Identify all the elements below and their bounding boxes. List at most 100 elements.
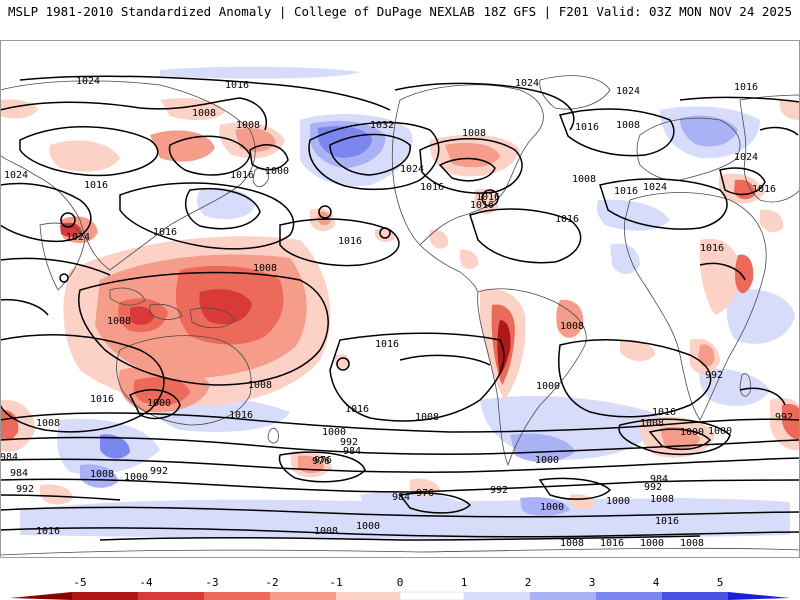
isobar-label: 992 <box>705 370 723 381</box>
isobar-label: 1000 <box>265 166 289 177</box>
colorbar-tick: 2 <box>524 576 532 589</box>
isobar-label: 1008 <box>640 418 664 429</box>
isobar-label: 1008 <box>680 538 704 549</box>
isobar-label: 1016 <box>600 538 624 549</box>
isobar-label: 1032 <box>370 120 394 131</box>
isobar-label: 1008 <box>107 316 131 327</box>
isobar-label: 1000 <box>708 426 732 437</box>
colorbar-tick: -3 <box>205 576 219 589</box>
isobar-label: 1008 <box>415 412 439 423</box>
isobar-label: 1016 <box>345 404 369 415</box>
isobar-label: 1008 <box>650 494 674 505</box>
colorbar-tick: 0 <box>396 576 404 589</box>
isobar-label: 992 <box>775 412 793 423</box>
isobar-label: 1000 <box>322 427 346 438</box>
isobar-label: 984 <box>10 468 28 479</box>
isobar-label: 1024 <box>515 78 539 89</box>
colorbar-tick: 1 <box>460 576 468 589</box>
colorbar-tick: 4 <box>652 576 660 589</box>
isobar-label: 1000 <box>536 381 560 392</box>
isobar-label: 1008 <box>192 108 216 119</box>
colorbar <box>10 591 790 600</box>
isobar-label: 992 <box>490 485 508 496</box>
isobar-label: 1016 <box>84 180 108 191</box>
isobar-label: 976 <box>312 456 330 467</box>
colorbar-segment <box>270 592 336 600</box>
isobar-label: 992 <box>16 484 34 495</box>
isobar-contours <box>0 75 800 541</box>
mslp-anomaly-map: 1024 1016 1008 1008 1000 1016 1024 1016 … <box>0 40 800 558</box>
isobar-label: 1000 <box>147 398 171 409</box>
colorbar-tick: 3 <box>588 576 596 589</box>
isobar-label: 1024 <box>4 170 28 181</box>
isobar-label: 992 <box>644 482 662 493</box>
isobar-label: 1024 <box>734 152 758 163</box>
model-run-info: 18Z GFS | F201 Valid: 03Z MON NOV 24 202… <box>483 4 792 19</box>
colorbar-tick: -5 <box>73 576 87 589</box>
isobar-label: 1016 <box>470 200 494 211</box>
isobar-label: 1016 <box>153 227 177 238</box>
colorbar-segment <box>399 591 465 600</box>
colorbar-segment <box>530 592 596 600</box>
isobar-label: 1008 <box>462 128 486 139</box>
isobar-label: 1016 <box>614 186 638 197</box>
colorbar-tick: -4 <box>139 576 153 589</box>
isobar-label: 992 <box>340 437 358 448</box>
isobar-label: 1016 <box>476 192 500 203</box>
isobar-labels: 1024 1016 1008 1008 1000 1016 1024 1016 … <box>0 76 793 549</box>
colorbar-segment <box>464 592 530 600</box>
isobar-label: 1024 <box>76 76 100 87</box>
isobar-label: 1000 <box>535 455 559 466</box>
isobar-label: 1008 <box>560 321 584 332</box>
isobar-label: 1000 <box>640 538 664 549</box>
isobar-label: 1016 <box>375 339 399 350</box>
isobar-label: 1016 <box>575 122 599 133</box>
isobar-label: 1024 <box>616 86 640 97</box>
isobar-label: 1000 <box>356 521 380 532</box>
colorbar-segment <box>336 592 400 600</box>
colorbar-segment <box>596 592 662 600</box>
isobar-label: 984 <box>0 452 18 463</box>
isobar-label: 1008 <box>36 418 60 429</box>
colorbar-tick: 5 <box>716 576 724 589</box>
isobar-label: 1008 <box>236 120 260 131</box>
isobar-label: 1016 <box>230 170 254 181</box>
isobar-label: 1016 <box>655 516 679 527</box>
map-title: MSLP 1981-2010 Standardized Anomaly | Co… <box>8 4 475 19</box>
isobar-label: 976 <box>416 488 434 499</box>
isobar-label: 1008 <box>572 174 596 185</box>
isobar-label: 1008 <box>248 380 272 391</box>
isobar-label: 1000 <box>124 472 148 483</box>
isobar-label: 984 <box>343 446 361 457</box>
isobar-label: 992 <box>150 466 168 477</box>
isobar-label: 1024 <box>66 232 90 243</box>
isobar-label: 1008 <box>314 526 338 537</box>
isobar-label: 1008 <box>616 120 640 131</box>
isobar-label: 1024 <box>643 182 667 193</box>
isobar-label: 1008 <box>253 263 277 274</box>
isobar-label: 1016 <box>555 214 579 225</box>
isobar-label: 1024 <box>400 164 424 175</box>
isobar-label: 1016 <box>652 407 676 418</box>
isobar-label: 1016 <box>700 243 724 254</box>
colorbar-tick: -1 <box>329 576 343 589</box>
isobar-label: 1016 <box>36 526 60 537</box>
isobar-label: 1016 <box>338 236 362 247</box>
isobar-label: 1016 <box>420 182 444 193</box>
isobar-label: 1016 <box>90 394 114 405</box>
colorbar-segment <box>138 592 204 600</box>
isobar-label: 1016 <box>734 82 758 93</box>
isobar-label: 976 <box>314 455 332 466</box>
colorbar-arrow-right <box>728 592 790 600</box>
isobar-label: 984 <box>392 492 410 503</box>
isobar-label: 1000 <box>606 496 630 507</box>
isobar-label: 1000 <box>680 427 704 438</box>
colorbar-segment <box>662 592 728 600</box>
isobar-label: 1016 <box>752 184 776 195</box>
isobar-label: 1008 <box>560 538 584 549</box>
colorbar-segment <box>72 592 138 600</box>
isobar-label: 1008 <box>90 469 114 480</box>
colorbar-arrow-left <box>10 592 72 600</box>
isobar-label: 984 <box>650 474 668 485</box>
isobar-label: 1016 <box>229 410 253 421</box>
